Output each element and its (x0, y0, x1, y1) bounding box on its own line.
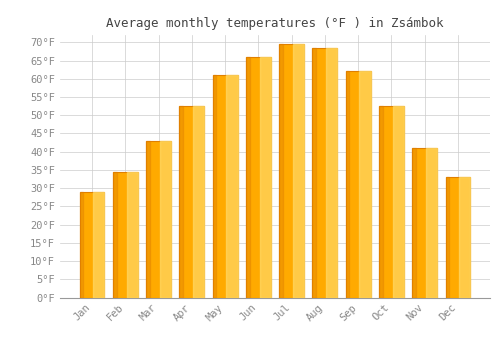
Bar (279, 44, 304, 298)
Bar (412, 148, 437, 298)
Bar (312, 48, 338, 298)
Bar (260, 57, 271, 298)
Bar (459, 177, 470, 298)
Bar (293, 44, 304, 298)
Bar (212, 75, 216, 298)
Bar (146, 141, 171, 298)
Bar (446, 177, 449, 298)
Bar (326, 48, 338, 298)
Bar (94, 192, 104, 298)
Bar (426, 148, 437, 298)
Bar (346, 71, 350, 298)
Bar (279, 44, 283, 298)
Bar (346, 71, 370, 298)
Bar (379, 106, 382, 298)
Bar (246, 57, 250, 298)
Bar (113, 172, 138, 298)
Title: Average monthly temperatures (°F ) in Zsámbok: Average monthly temperatures (°F ) in Zs… (106, 17, 444, 30)
Bar (226, 75, 237, 298)
Bar (360, 71, 370, 298)
Bar (246, 57, 271, 298)
Bar (412, 148, 416, 298)
Bar (193, 106, 204, 298)
Bar (180, 106, 183, 298)
Bar (379, 106, 404, 298)
Bar (212, 75, 238, 298)
Bar (126, 172, 138, 298)
Bar (446, 177, 470, 298)
Bar (146, 141, 150, 298)
Bar (160, 141, 171, 298)
Bar (392, 106, 404, 298)
Bar (80, 192, 104, 298)
Bar (312, 48, 316, 298)
Bar (80, 192, 84, 298)
Bar (180, 106, 204, 298)
Bar (113, 172, 116, 298)
